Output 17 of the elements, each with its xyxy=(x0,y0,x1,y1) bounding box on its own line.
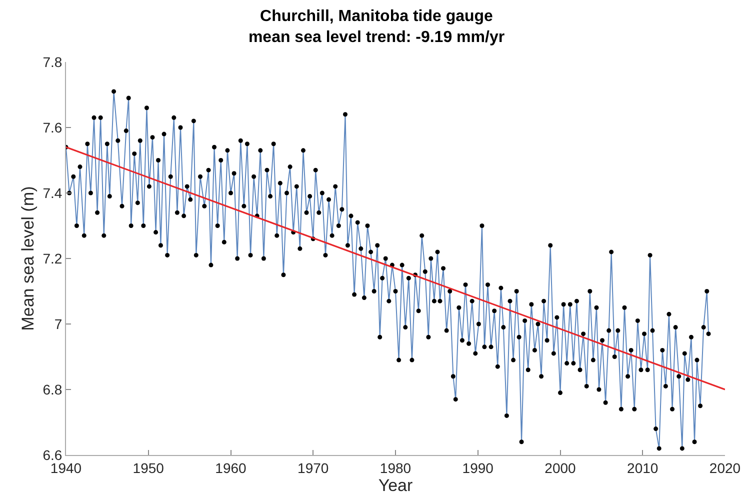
x-tick-label: 2010 xyxy=(627,460,658,476)
y-tick-label: 7.4 xyxy=(42,184,62,201)
x-tick-label: 1980 xyxy=(380,460,412,476)
y-tick-label: 7.6 xyxy=(42,119,62,136)
y-axis-title: Mean sea level (m) xyxy=(18,186,38,331)
x-axis-title: Year xyxy=(378,476,414,495)
y-tick-label: 7.2 xyxy=(42,250,62,266)
chart-title: Churchill, Manitoba tide gauge mean sea level trend: -9.19 mm/yr xyxy=(248,8,505,46)
y-tick-label: 7 xyxy=(54,316,62,332)
x-tick-label: 1960 xyxy=(215,460,247,476)
x-tick-label: 1970 xyxy=(298,460,329,476)
x-tick-label: 2000 xyxy=(544,460,576,476)
x-tick-label: 1950 xyxy=(132,460,164,476)
x-tick-label: 1990 xyxy=(462,460,494,476)
x-tick-label: 2020 xyxy=(709,460,741,476)
y-tick-label: 7.8 xyxy=(42,54,62,70)
y-tick-label: 6.8 xyxy=(42,381,62,398)
